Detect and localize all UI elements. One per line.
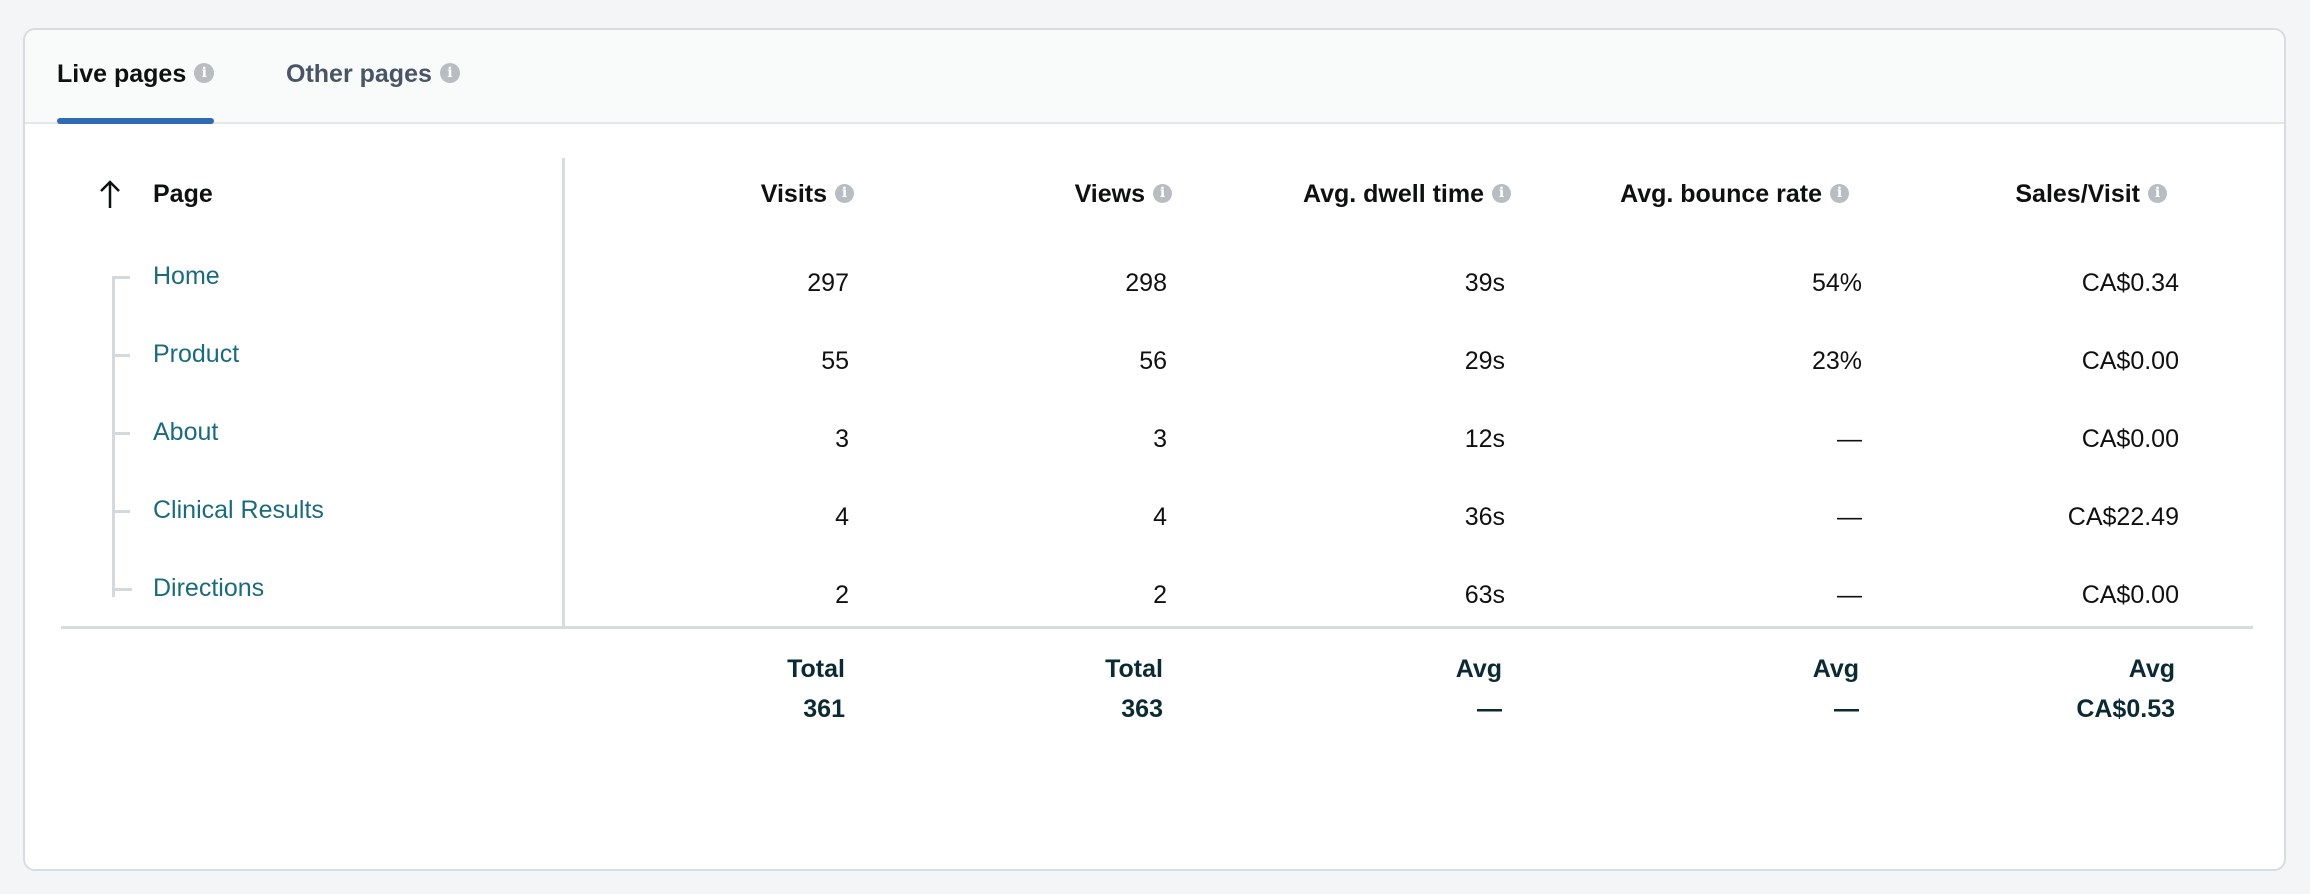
column-header-sales-label: Sales/Visit bbox=[2015, 180, 2140, 208]
page-link-about[interactable]: About bbox=[153, 418, 219, 446]
cell-views: 2 bbox=[1153, 581, 1167, 609]
tree-connector-tick bbox=[112, 276, 130, 279]
tree-connector-tick bbox=[112, 588, 132, 591]
arrow-up-icon[interactable] bbox=[95, 178, 125, 212]
info-icon[interactable]: i bbox=[2148, 183, 2167, 203]
tab-other-pages-label: Other pages bbox=[286, 60, 432, 88]
footer-divider bbox=[61, 626, 2253, 629]
cell-dwell-time: 29s bbox=[1464, 347, 1505, 375]
tab-other-pages[interactable]: Other pages i bbox=[286, 60, 460, 122]
tab-bar: Live pages i Other pages i bbox=[25, 30, 2284, 124]
live-pages-card: Live pages i Other pages i Page Visits i Vi… bbox=[23, 28, 2286, 871]
footer-bounce-label: Avg bbox=[1812, 655, 1859, 683]
cell-dwell-time: 12s bbox=[1464, 425, 1505, 453]
cell-visits: 297 bbox=[807, 269, 849, 297]
column-header-views[interactable]: Views i bbox=[1075, 180, 1172, 209]
tree-connector-tick bbox=[112, 510, 130, 513]
column-header-bounce-label: Avg. bounce rate bbox=[1620, 180, 1822, 208]
column-header-visits[interactable]: Visits i bbox=[761, 180, 854, 209]
cell-visits: 3 bbox=[835, 425, 849, 453]
page-link-directions[interactable]: Directions bbox=[153, 574, 265, 602]
cell-dwell-time: 39s bbox=[1464, 269, 1505, 297]
footer-sales-avg: CA$0.53 bbox=[2076, 695, 2175, 723]
footer-bounce-avg: — bbox=[1834, 695, 1859, 723]
active-tab-indicator bbox=[57, 118, 215, 124]
cell-sales-per-visit: CA$0.00 bbox=[2081, 581, 2179, 609]
cell-views: 298 bbox=[1125, 269, 1167, 297]
cell-bounce-rate: 54% bbox=[1811, 269, 1862, 297]
cell-visits: 2 bbox=[835, 581, 849, 609]
cell-sales-per-visit: CA$22.49 bbox=[2067, 503, 2179, 531]
footer-dwell-label: Avg bbox=[1455, 655, 1502, 683]
footer-sales-label: Avg bbox=[2128, 655, 2175, 683]
footer-views-label: Total bbox=[1105, 655, 1163, 683]
footer-visits-label: Total bbox=[787, 655, 845, 683]
cell-sales-per-visit: CA$0.00 bbox=[2081, 425, 2179, 453]
footer-visits-total: 361 bbox=[803, 695, 845, 723]
cell-bounce-rate: — bbox=[1837, 581, 1862, 609]
info-icon[interactable]: i bbox=[1153, 183, 1172, 203]
column-header-dwell-time[interactable]: Avg. dwell time i bbox=[1303, 180, 1511, 209]
cell-views: 3 bbox=[1153, 425, 1167, 453]
info-icon[interactable]: i bbox=[1830, 183, 1849, 203]
footer-views-total: 363 bbox=[1121, 695, 1163, 723]
cell-bounce-rate: — bbox=[1837, 425, 1862, 453]
cell-sales-per-visit: CA$0.00 bbox=[2081, 347, 2179, 375]
cell-visits: 4 bbox=[835, 503, 849, 531]
tab-live-pages[interactable]: Live pages i bbox=[57, 60, 215, 124]
tree-connector-tick bbox=[112, 432, 130, 435]
page-link-clinical-results[interactable]: Clinical Results bbox=[153, 496, 324, 524]
column-header-visits-label: Visits bbox=[760, 180, 827, 208]
column-header-dwell-label: Avg. dwell time bbox=[1302, 180, 1484, 208]
column-header-page[interactable]: Page bbox=[153, 180, 213, 208]
info-icon[interactable]: i bbox=[835, 183, 854, 203]
column-header-views-label: Views bbox=[1074, 180, 1145, 208]
cell-views: 4 bbox=[1153, 503, 1167, 531]
info-icon[interactable]: i bbox=[439, 63, 460, 84]
cell-dwell-time: 36s bbox=[1464, 503, 1505, 531]
footer-dwell-avg: — bbox=[1477, 695, 1502, 723]
cell-dwell-time: 63s bbox=[1464, 581, 1505, 609]
page-link-home[interactable]: Home bbox=[153, 262, 220, 290]
cell-sales-per-visit: CA$0.34 bbox=[2081, 269, 2179, 297]
info-icon[interactable]: i bbox=[1492, 183, 1511, 203]
tree-connector-tick bbox=[112, 354, 130, 357]
column-divider bbox=[562, 158, 565, 628]
cell-bounce-rate: 23% bbox=[1811, 347, 1862, 375]
tab-live-pages-label: Live pages bbox=[57, 60, 187, 88]
info-icon[interactable]: i bbox=[194, 63, 215, 84]
cell-visits: 55 bbox=[821, 347, 849, 375]
cell-bounce-rate: — bbox=[1837, 503, 1862, 531]
tree-connector-line bbox=[112, 277, 115, 597]
page-link-product[interactable]: Product bbox=[153, 340, 240, 368]
cell-views: 56 bbox=[1139, 347, 1167, 375]
column-header-bounce-rate[interactable]: Avg. bounce rate i bbox=[1620, 180, 1849, 209]
column-header-sales-per-visit[interactable]: Sales/Visit i bbox=[2015, 180, 2167, 209]
